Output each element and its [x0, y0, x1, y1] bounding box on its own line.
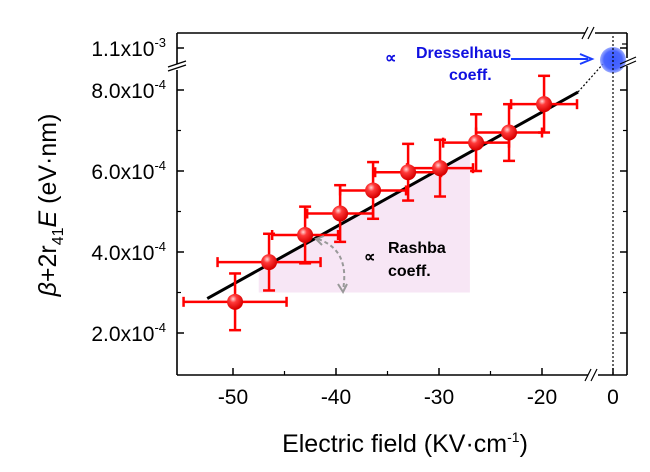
x-axis-title-main: Electric field (KV·cm	[282, 430, 507, 458]
y-tick-label: 8.0x10-4	[91, 77, 166, 103]
dresselhaus-label-line1: Dresselhaus	[416, 45, 511, 62]
y-tick-mantissa: 6.0x10	[91, 161, 154, 184]
rashba-shaded-region	[258, 152, 470, 293]
rashba-shaded-region-layer	[258, 152, 470, 293]
ticks-layer: -50 -40 -30 -20 02.0x10-44.0x10-46.0x10-48.0…	[91, 35, 627, 409]
x-axis-title: Electric field (KV·cm-1)	[282, 429, 528, 458]
x-tick-label: -20	[527, 386, 557, 409]
dresselhaus-arrowhead	[579, 53, 595, 65]
axes-layer	[167, 26, 637, 382]
data-point-9	[501, 124, 518, 141]
y-tick-label: 1.1x10-3	[91, 35, 166, 61]
data-point-6	[400, 164, 417, 181]
rashba-angle-arrowhead-top	[314, 235, 325, 246]
rashba-label-line2: coeff.	[388, 263, 431, 280]
rashba-angle-arrow	[317, 238, 346, 291]
y-tick-exponent: -4	[154, 239, 166, 254]
data-point-4	[332, 205, 349, 222]
rashba-proportional-symbol: ∝	[364, 249, 375, 266]
rashba-angle-arrowhead-bottom	[337, 283, 348, 295]
data-point-8	[468, 134, 485, 151]
data-point-3	[297, 226, 314, 243]
dresselhaus-proportional-symbol: ∝	[385, 50, 396, 67]
data-point-7	[432, 160, 449, 177]
rashba-label-line1: Rashba	[388, 240, 446, 257]
y-axis-break-mark-2	[167, 64, 187, 72]
y-tick-exponent: -4	[154, 77, 166, 92]
x-axis-break-mark-4	[587, 26, 595, 40]
x-tick-label: -40	[321, 386, 351, 409]
y-tick-label: 2.0x10-4	[91, 320, 166, 346]
y-axis-title: β+2r41E (eV·nm)	[34, 114, 67, 298]
dresselhaus-annotation: ∝ Dresselhaus coeff.	[385, 45, 595, 84]
x-tick-label: 0	[607, 386, 619, 409]
data-point-1	[227, 293, 244, 310]
y-tick-mantissa: 8.0x10	[91, 80, 154, 103]
data-point-2	[261, 254, 278, 271]
y-tick-mantissa: 2.0x10	[91, 323, 154, 346]
x-axis-break-mark-2	[590, 368, 598, 382]
x-axis-title-close: )	[520, 430, 528, 458]
x-tick-label: -30	[424, 386, 454, 409]
y-axis-break-mark-1	[167, 60, 187, 68]
x-axis-break-mark-3	[581, 26, 589, 40]
x-axis-title-sup: -1	[507, 429, 520, 445]
y-axis-title-plus: +2r	[34, 245, 62, 282]
y-axis-break-mark-3	[619, 56, 637, 65]
y-tick-exponent: -3	[154, 35, 166, 50]
rashba-annotation: ∝ Rashba coeff.	[314, 235, 446, 295]
extrapolation-line	[577, 63, 604, 93]
data-point-5	[365, 182, 382, 199]
x-tick-label: -50	[218, 386, 248, 409]
y-tick-mantissa: 1.1x10	[91, 38, 154, 61]
y-axis-title-beta: β	[34, 282, 62, 297]
y-tick-exponent: -4	[154, 320, 166, 335]
y-axis-title-unit: (eV·nm)	[34, 114, 62, 211]
y-tick-label: 6.0x10-4	[91, 158, 166, 184]
y-axis-title-sub: 41	[50, 227, 67, 245]
x-axis-break-mark-1	[584, 368, 592, 382]
y-tick-mantissa: 4.0x10	[91, 242, 154, 265]
data-point-10	[536, 96, 553, 113]
dresselhaus-label-line2: coeff.	[449, 67, 492, 84]
y-tick-exponent: -4	[154, 158, 166, 173]
y-axis-title-E: E	[34, 210, 62, 227]
y-axis-break-mark-4	[619, 60, 637, 69]
y-tick-label: 4.0x10-4	[91, 239, 166, 265]
